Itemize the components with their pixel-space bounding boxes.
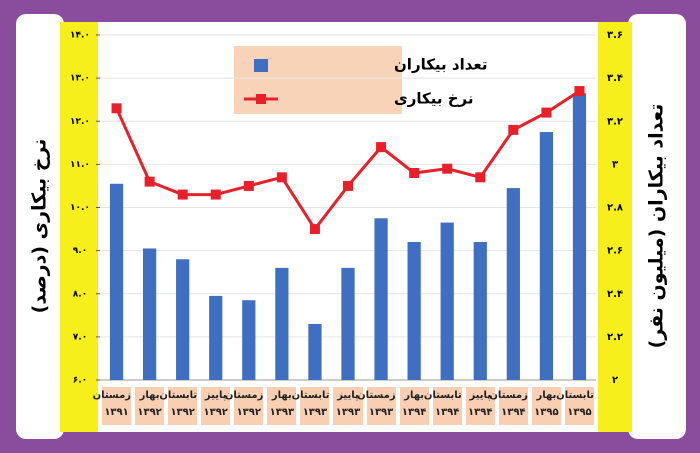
x-tick-label: بهار ۱۳۹۲ [135, 387, 165, 425]
bar [341, 267, 355, 380]
y2-axis-title: تعداد بیکاران (میلیون نفر) [646, 104, 668, 349]
x-tick-label: پاییز ۱۳۹۳ [333, 387, 363, 425]
y-axis-title: نرخ بیکاری (درصد) [29, 139, 51, 314]
line-marker [309, 224, 320, 235]
y2-tick-label: ۲.۲ [607, 332, 623, 343]
x-tick-label: تابستان ۱۳۹۴ [424, 387, 462, 425]
y-tick-label: ۶.۰ [73, 376, 87, 386]
line-marker [144, 176, 155, 187]
bar [506, 188, 520, 380]
x-tick-label: پاییز ۱۳۹۴ [465, 387, 495, 425]
y-tick-label: ۱۳.۰ [70, 74, 90, 84]
x-tick-label: تابستان ۱۳۹۳ [292, 387, 330, 425]
y2-tick-label: ۲.۴ [607, 289, 623, 300]
bar [407, 242, 421, 380]
x-tick-label: زمستان ۱۳۹۴ [489, 387, 528, 425]
right-title-panel [628, 14, 686, 439]
bar [539, 132, 554, 380]
line-marker [111, 103, 122, 114]
line-marker [343, 180, 353, 191]
y2-tick-label: ۳.۲ [607, 116, 623, 127]
line-marker [574, 86, 585, 97]
line-marker [243, 180, 254, 191]
x-tick-label: تابستان ۱۳۹۲ [159, 387, 198, 425]
y2-tick-label: ۳.۴ [607, 73, 623, 84]
x-tick-label: زمستان ۱۳۹۱ [93, 387, 132, 425]
legend-label: تعداد بیکاران [394, 56, 488, 74]
y-tick-label: ۷.۰ [73, 332, 87, 342]
x-tick-label: زمستان ۱۳۹۳ [357, 387, 396, 425]
line-marker [409, 168, 420, 178]
y-tick-label: ۱۲.۰ [70, 117, 90, 127]
bar [308, 323, 322, 380]
left-title-panel [16, 14, 64, 439]
x-tick-label: بهار ۱۳۹۵ [531, 387, 561, 425]
line-marker [177, 189, 188, 200]
right-axis-strip [598, 22, 632, 432]
bar [275, 267, 289, 380]
y-tick-label: ۱۱.۰ [70, 160, 90, 170]
y-tick-label: ۹.۰ [73, 246, 87, 256]
y2-tick-label: ۲.۶ [607, 246, 623, 257]
bar [142, 248, 157, 380]
bar [242, 300, 256, 380]
bar [572, 93, 587, 380]
y2-tick-label: ۳ [612, 159, 618, 170]
bar [209, 295, 223, 380]
bar [109, 183, 124, 380]
x-tick-label: بهار ۱۳۹۳ [267, 387, 297, 425]
legend-swatch [254, 59, 268, 72]
y-tick-label: ۱۴.۰ [70, 31, 90, 41]
legend-label: نرخ بیکاری [394, 90, 474, 108]
line-marker [442, 163, 453, 174]
y-tick-label: ۸.۰ [73, 289, 87, 299]
line-marker [541, 107, 552, 118]
x-tick-label: بهار ۱۳۹۴ [399, 387, 429, 425]
bar [440, 222, 454, 380]
y2-tick-label: ۳.۶ [607, 30, 623, 41]
line-marker [475, 172, 486, 183]
x-tick-label: تابستان ۱۳۹۵ [556, 387, 594, 425]
x-tick-label: پاییز ۱۳۹۲ [201, 387, 231, 425]
line-marker [376, 142, 387, 153]
line-marker [276, 172, 287, 183]
left-axis-strip [60, 22, 98, 432]
y2-tick-label: ۲.۸ [607, 203, 623, 214]
bar [176, 259, 190, 380]
legend-swatch [256, 94, 266, 104]
y2-tick-label: ۲ [612, 375, 618, 386]
bar [374, 218, 388, 380]
x-tick-label: زمستان ۱۳۹۲ [225, 387, 264, 425]
y-tick-label: ۱۰.۰ [70, 203, 90, 213]
line-marker [210, 189, 221, 200]
line-marker [508, 124, 519, 135]
bar [473, 242, 487, 380]
